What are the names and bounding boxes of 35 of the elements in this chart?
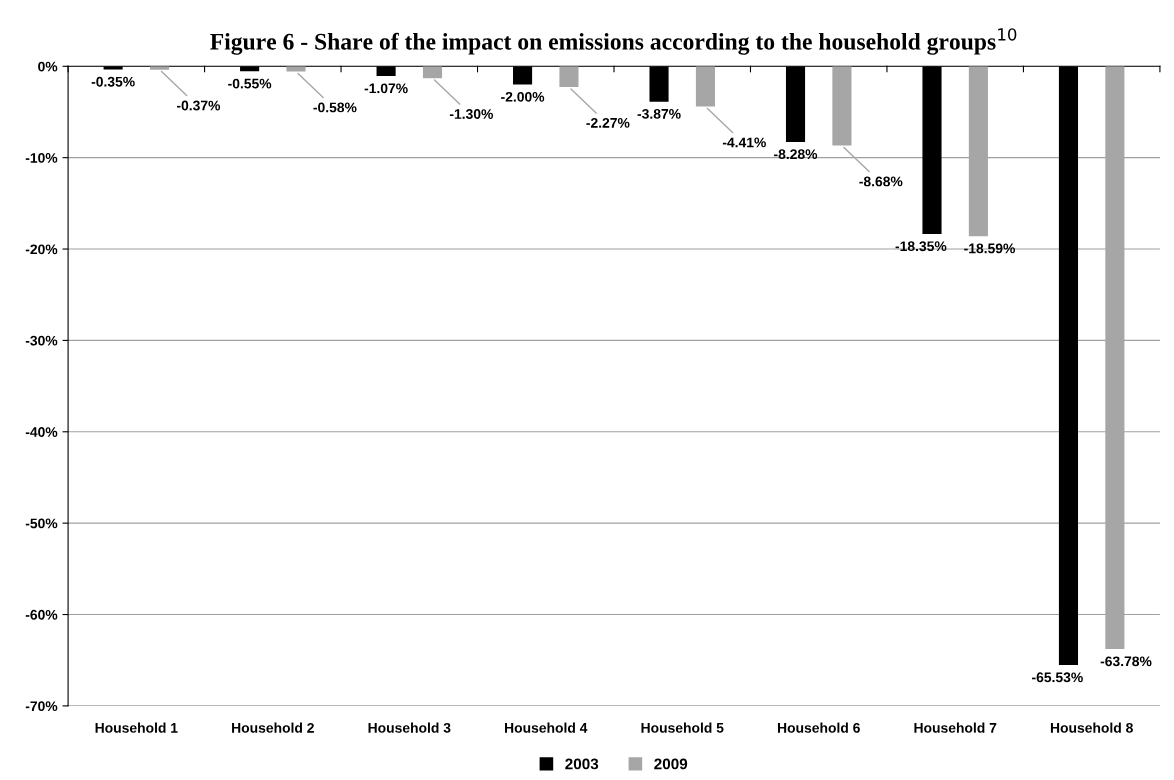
data-label: -63.78% xyxy=(1100,656,1152,667)
data-label: -2.27% xyxy=(586,117,630,128)
data-label: -0.58% xyxy=(313,102,357,113)
data-label: -8.68% xyxy=(859,176,903,187)
data-label: -65.53% xyxy=(1032,672,1083,683)
y-tick-label: -20% xyxy=(25,244,58,255)
data-label: -18.59% xyxy=(964,243,1016,254)
data-label: -1.30% xyxy=(449,109,494,119)
y-tick-label: -50% xyxy=(25,518,58,529)
data-label: -4.41% xyxy=(722,137,766,148)
x-tick-label: Household 5 xyxy=(641,722,724,733)
data-label: -3.87% xyxy=(637,108,681,119)
x-tick-label: Household 7 xyxy=(914,722,997,733)
y-tick-label: -30% xyxy=(25,335,58,346)
x-tick-label: Household 2 xyxy=(232,722,314,733)
data-label: -0.55% xyxy=(228,78,272,89)
x-tick-label: Household 4 xyxy=(505,722,588,733)
y-tick-label: -10% xyxy=(25,153,58,163)
data-label: -2.00% xyxy=(501,91,545,102)
x-tick-label: Household 8 xyxy=(1050,722,1133,733)
data-label: -1.07% xyxy=(364,83,408,94)
data-label: -18.35% xyxy=(895,241,947,252)
y-tick-label: -70% xyxy=(25,701,58,712)
chart-title: Figure 6 - Share of the impact on emissions according to the household groups$^{10}$ xyxy=(210,28,1017,55)
x-tick-label: Household 6 xyxy=(777,722,860,733)
data-label: -8.28% xyxy=(774,149,818,160)
x-tick-label: Household 3 xyxy=(368,722,451,733)
y-tick-label: -60% xyxy=(25,609,58,620)
data-label: -0.37% xyxy=(176,100,221,111)
y-tick-label: 0% xyxy=(38,61,58,72)
x-tick-label: Household 1 xyxy=(95,722,178,733)
y-tick-label: -40% xyxy=(25,427,58,437)
data-label: -0.35% xyxy=(91,76,135,87)
legend-label: 2009 xyxy=(654,758,688,770)
legend-label: 2003 xyxy=(565,758,599,770)
